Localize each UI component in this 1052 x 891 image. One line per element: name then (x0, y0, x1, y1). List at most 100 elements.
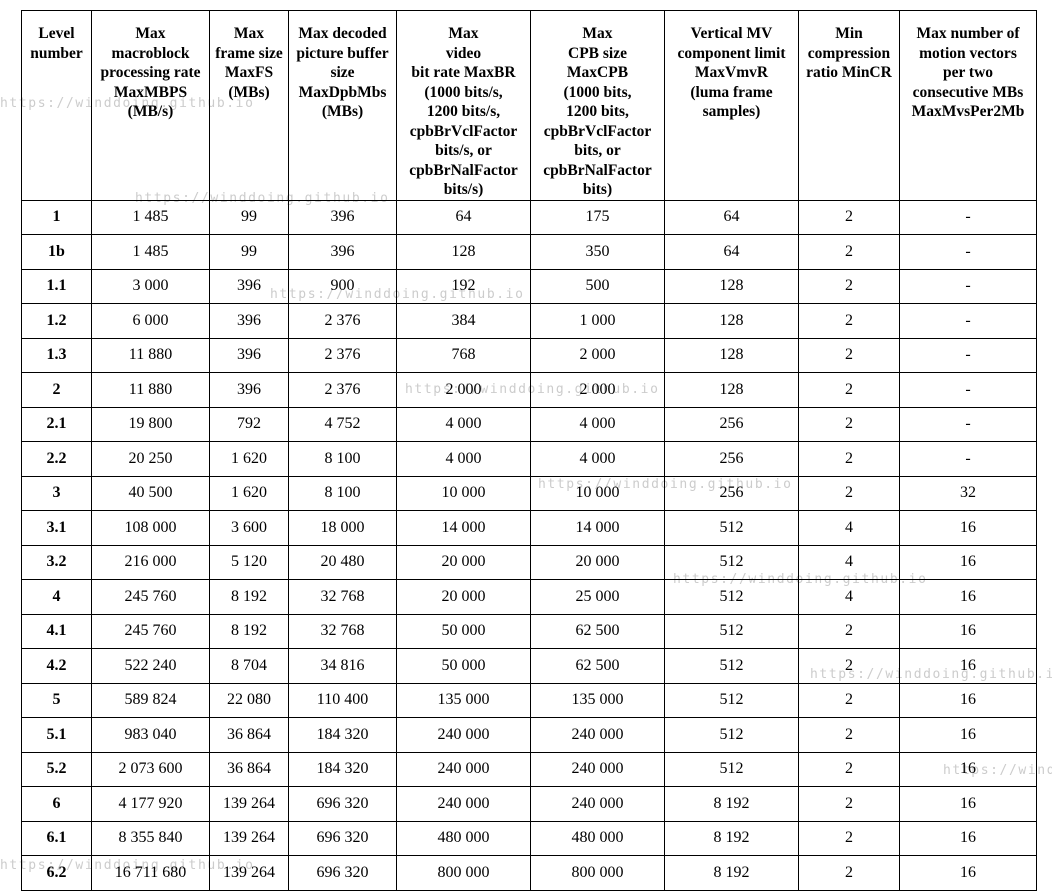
value-cell-max_mvs_per_2mb: 16 (899, 648, 1037, 684)
value-cell-max_fs: 396 (209, 303, 289, 339)
value-cell-max_mvs_per_2mb: 16 (899, 751, 1037, 787)
value-cell-max_cpb: 4 000 (530, 406, 665, 442)
value-cell-max_mbps: 2 073 600 (91, 751, 210, 787)
value-cell-max_dpb_mbs: 8 100 (288, 441, 397, 477)
table-row-level-1.1: 1.1 3 000 396 900 192 500 128 2- (21, 268, 1037, 304)
column-header-min_cr: Min compression ratio MinCR (798, 10, 900, 201)
value-cell-max_mvs_per_2mb: 16 (899, 682, 1037, 718)
value-cell-max_cpb: 62 500 (530, 648, 665, 684)
value-cell-max_fs: 396 (209, 337, 289, 373)
value-cell-max_fs: 139 264 (209, 820, 289, 856)
value-cell-max_cpb: 240 000 (530, 751, 665, 787)
value-cell-min_cr: 2 (798, 717, 900, 753)
value-cell-max_fs: 22 080 (209, 682, 289, 718)
level-number-cell: 1.2 (21, 303, 92, 339)
value-cell-max_mbps: 1 485 (91, 199, 210, 235)
table-row-level-2.1: 2.1 19 800 792 4 752 4 000 4 000 256 2- (21, 406, 1037, 442)
value-cell-max_dpb_mbs: 396 (288, 234, 397, 270)
value-cell-max_dpb_mbs: 184 320 (288, 751, 397, 787)
column-header-max_fs: Max frame size MaxFS (MBs) (209, 10, 289, 201)
value-cell-min_cr: 2 (798, 855, 900, 891)
value-cell-max_mbps: 40 500 (91, 475, 210, 511)
value-cell-max_fs: 5 120 (209, 544, 289, 580)
value-cell-max_br: 128 (396, 234, 531, 270)
level-number-cell: 3 (21, 475, 92, 511)
value-cell-min_cr: 2 (798, 613, 900, 649)
table-row-level-1b: 1b 1 485 99 396 128 350 64 2- (21, 234, 1037, 270)
table-row-level-5: 5 589 824 22 080 110 400 135 000 135 000 512 2 1… (21, 682, 1037, 718)
value-cell-max_dpb_mbs: 32 768 (288, 613, 397, 649)
table-row-level-1.2: 1.2 6 000 396 2 376 384 1 000 128 2- (21, 303, 1037, 339)
value-cell-max_vmv_r: 128 (664, 372, 799, 408)
value-cell-max_cpb: 4 000 (530, 441, 665, 477)
value-cell-max_dpb_mbs: 110 400 (288, 682, 397, 718)
value-cell-max_fs: 792 (209, 406, 289, 442)
value-cell-max_br: 20 000 (396, 544, 531, 580)
value-cell-min_cr: 2 (798, 268, 900, 304)
value-cell-max_fs: 1 620 (209, 475, 289, 511)
value-cell-max_mvs_per_2mb: 16 (899, 820, 1037, 856)
level-number-cell: 4.1 (21, 613, 92, 649)
value-cell-max_br: 240 000 (396, 751, 531, 787)
level-number-cell: 1 (21, 199, 92, 235)
value-cell-max_br: 50 000 (396, 648, 531, 684)
level-number-cell: 1b (21, 234, 92, 270)
value-cell-max_cpb: 350 (530, 234, 665, 270)
value-cell-max_dpb_mbs: 696 320 (288, 855, 397, 891)
value-cell-max_vmv_r: 512 (664, 579, 799, 615)
value-cell-max_mbps: 1 485 (91, 234, 210, 270)
value-cell-max_fs: 139 264 (209, 855, 289, 891)
value-cell-max_fs: 396 (209, 268, 289, 304)
value-cell-max_mbps: 19 800 (91, 406, 210, 442)
value-cell-max_vmv_r: 512 (664, 682, 799, 718)
value-cell-max_cpb: 20 000 (530, 544, 665, 580)
column-header-max_mbps: Max macroblock processing rate MaxMBPS (… (91, 10, 210, 201)
table-row-level-4: 4 245 760 8 192 32 768 20 000 25 000 512 4 16 (21, 579, 1037, 615)
level-limits-table: Level number Max macroblock processing ra… (21, 10, 1037, 891)
value-cell-max_dpb_mbs: 34 816 (288, 648, 397, 684)
column-header-level_number: Level number (21, 10, 92, 201)
value-cell-max_mvs_per_2mb: 16 (899, 613, 1037, 649)
value-cell-max_vmv_r: 128 (664, 303, 799, 339)
value-cell-max_mbps: 983 040 (91, 717, 210, 753)
level-number-cell: 6.2 (21, 855, 92, 891)
column-header-max_vmv_r: Vertical MV component limit MaxVmvR (lum… (664, 10, 799, 201)
value-cell-max_mvs_per_2mb: 16 (899, 855, 1037, 891)
level-number-cell: 3.2 (21, 544, 92, 580)
table-header: Level number Max macroblock processing ra… (21, 10, 1037, 201)
value-cell-max_mvs_per_2mb: 16 (899, 544, 1037, 580)
value-cell-max_mvs_per_2mb: 32 (899, 475, 1037, 511)
value-cell-max_cpb: 10 000 (530, 475, 665, 511)
value-cell-max_fs: 36 864 (209, 717, 289, 753)
value-cell-max_cpb: 800 000 (530, 855, 665, 891)
table-header-row: Level number Max macroblock processing ra… (21, 10, 1037, 201)
value-cell-max_br: 64 (396, 199, 531, 235)
level-number-cell: 5.2 (21, 751, 92, 787)
value-cell-max_dpb_mbs: 2 376 (288, 372, 397, 408)
value-cell-max_br: 50 000 (396, 613, 531, 649)
level-number-cell: 6.1 (21, 820, 92, 856)
value-cell-max_dpb_mbs: 2 376 (288, 337, 397, 373)
level-number-cell: 1.3 (21, 337, 92, 373)
value-cell-max_mbps: 20 250 (91, 441, 210, 477)
value-cell-min_cr: 2 (798, 441, 900, 477)
value-cell-max_dpb_mbs: 2 376 (288, 303, 397, 339)
value-cell-max_cpb: 62 500 (530, 613, 665, 649)
value-cell-max_cpb: 480 000 (530, 820, 665, 856)
value-cell-max_mbps: 245 760 (91, 613, 210, 649)
value-cell-max_br: 800 000 (396, 855, 531, 891)
value-cell-max_mvs_per_2mb: 16 (899, 579, 1037, 615)
value-cell-max_fs: 99 (209, 199, 289, 235)
value-cell-max_vmv_r: 128 (664, 268, 799, 304)
value-cell-min_cr: 2 (798, 682, 900, 718)
value-cell-max_br: 2 000 (396, 372, 531, 408)
value-cell-max_br: 384 (396, 303, 531, 339)
value-cell-max_br: 480 000 (396, 820, 531, 856)
value-cell-max_mvs_per_2mb: - (899, 199, 1037, 235)
table-row-level-6.1: 6.1 8 355 840 139 264 696 320 480 000 480 000… (21, 820, 1037, 856)
value-cell-max_vmv_r: 8 192 (664, 786, 799, 822)
value-cell-max_cpb: 25 000 (530, 579, 665, 615)
level-number-cell: 2.1 (21, 406, 92, 442)
value-cell-max_dpb_mbs: 32 768 (288, 579, 397, 615)
